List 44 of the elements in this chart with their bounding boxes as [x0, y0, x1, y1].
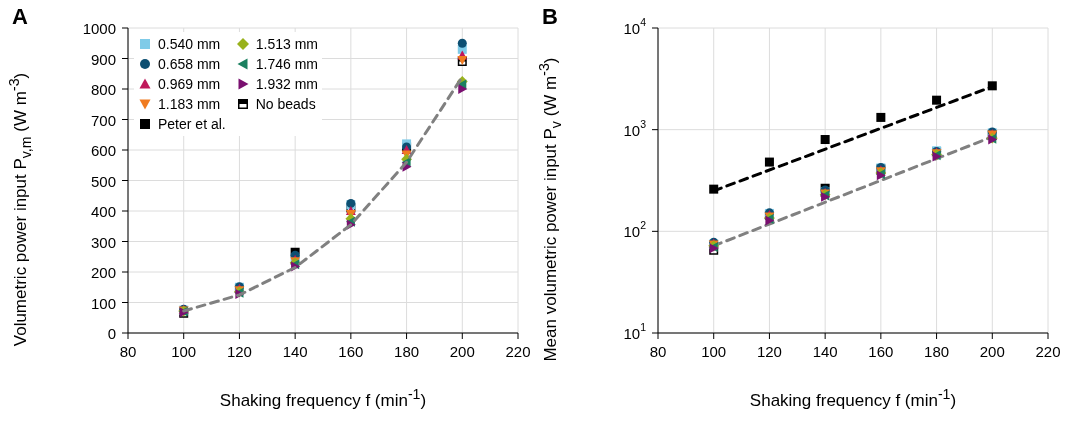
y-tick-label: 200: [90, 263, 116, 281]
x-axis-title: Shaking frequency f (min$^{-1}$): [218, 386, 428, 411]
y-tick-label: 900: [90, 50, 116, 67]
y-tick-label: 1000: [82, 19, 116, 37]
y-tick-label: 0: [107, 324, 116, 342]
legend-label: 1.746 mm: [255, 56, 318, 72]
x-tick-label: 200: [979, 342, 1005, 360]
x-tick-label: 80: [649, 342, 667, 360]
y-tick-label: 300: [90, 233, 116, 250]
legend-label: No beads: [255, 96, 316, 112]
x-axis-title: Shaking frequency f (min$^{-1}$): [748, 386, 958, 411]
chart-title: B: [542, 4, 558, 30]
y-tick-label: 800: [90, 80, 116, 98]
legend-label: 1.513 mm: [255, 36, 318, 52]
legend-label: 1.183 mm: [158, 96, 221, 112]
legend-label: Peter et al.: [158, 116, 226, 132]
x-tick-label: 100: [171, 342, 197, 360]
legend-label: 0.540 mm: [158, 36, 221, 52]
x-tick-label: 160: [338, 342, 364, 360]
y-tick-label: 500: [90, 172, 116, 189]
y-tick-label: 10$^{3}$: [623, 117, 647, 139]
x-tick-label: 140: [282, 342, 308, 360]
x-tick-label: 120: [226, 342, 252, 360]
y-tick-label: 10$^{2}$: [623, 219, 647, 240]
y-tick-label: 600: [90, 141, 116, 159]
x-tick-label: 120: [756, 342, 782, 360]
chart-title: A: [12, 4, 28, 30]
x-tick-label: 160: [868, 342, 894, 360]
y-tick-label: 700: [90, 111, 116, 128]
x-tick-label: 180: [394, 342, 420, 360]
legend-label: 0.969 mm: [158, 76, 221, 92]
x-tick-label: 220: [1035, 342, 1061, 360]
x-tick-label: 180: [924, 342, 950, 360]
y-tick-label: 10$^{4}$: [623, 16, 647, 37]
x-tick-label: 200: [449, 342, 475, 360]
x-tick-label: 220: [505, 342, 531, 360]
y-tick-label: 100: [90, 294, 116, 311]
x-tick-label: 140: [812, 342, 838, 360]
legend-label: 0.658 mm: [158, 56, 221, 72]
x-tick-label: 80: [119, 342, 137, 360]
legend-label: 1.932 mm: [255, 76, 318, 92]
y-tick-label: 400: [90, 202, 116, 220]
x-tick-label: 100: [701, 342, 727, 360]
y-tick-label: 10$^{1}$: [623, 321, 647, 342]
